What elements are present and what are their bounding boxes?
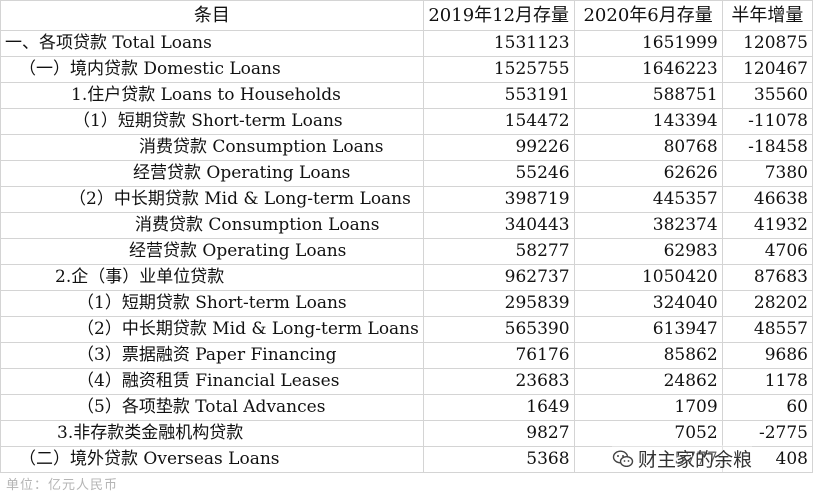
- cell-half-year-increase: 120467: [721, 56, 813, 83]
- row-label: （2）中长期贷款 Mid & Long-term Loans: [0, 316, 424, 343]
- watermark-text: 财主家的余粮: [638, 449, 753, 471]
- cell-stock-2020-06: 1646223: [573, 56, 723, 83]
- cell-stock-2020-06: 85862: [573, 342, 723, 369]
- cell-stock-2019-12: 99226: [422, 134, 575, 161]
- table-row: （4）融资租赁 Financial Leases 23683 24862 1178: [0, 368, 813, 395]
- row-label: （二）境外贷款 Overseas Loans: [0, 446, 424, 473]
- table-row: 经营贷款 Operating Loans 55246 62626 7380: [0, 160, 813, 187]
- table-row: （1）短期贷款 Short-term Loans 295839 324040 2820…: [0, 290, 813, 317]
- table-row: 消费贷款 Consumption Loans 340443 382374 41932: [0, 212, 813, 239]
- table-row: （1）短期贷款 Short-term Loans 154472 143394 -110…: [0, 108, 813, 135]
- table-row: 3.非存款类金融机构贷款 9827 7052 -2775: [0, 420, 813, 447]
- watermark: 财主家的余粮: [612, 445, 753, 472]
- cell-half-year-increase: 87683: [721, 264, 813, 291]
- cell-stock-2020-06: 24862: [573, 368, 723, 395]
- cell-stock-2019-12: 340443: [422, 212, 575, 239]
- table-row: （3）票据融资 Paper Financing 76176 85862 9686: [0, 342, 813, 369]
- table-row: 消费贷款 Consumption Loans 99226 80768 -18458: [0, 134, 813, 161]
- header-half-year-increase: 半年增量: [721, 0, 813, 31]
- cell-stock-2019-12: 23683: [422, 368, 575, 395]
- cell-half-year-increase: 48557: [721, 316, 813, 343]
- table-row: 1.住户贷款 Loans to Households 553191 588751 35…: [0, 82, 813, 109]
- row-label: 1.住户贷款 Loans to Households: [0, 82, 424, 109]
- header-stock-2020-06: 2020年6月存量: [573, 0, 723, 31]
- table-row: （2）中长期贷款 Mid & Long-term Loans 398719 4453…: [0, 186, 813, 213]
- cell-stock-2019-12: 565390: [422, 316, 575, 343]
- row-label: （1）短期贷款 Short-term Loans: [0, 108, 424, 135]
- cell-half-year-increase: 1178: [721, 368, 813, 395]
- cell-half-year-increase: 41932: [721, 212, 813, 239]
- cell-stock-2020-06: 382374: [573, 212, 723, 239]
- cell-half-year-increase: 60: [721, 394, 813, 421]
- row-label: （2）中长期贷款 Mid & Long-term Loans: [0, 186, 424, 213]
- cell-stock-2020-06: 80768: [573, 134, 723, 161]
- cell-half-year-increase: -11078: [721, 108, 813, 135]
- cell-half-year-increase: 9686: [721, 342, 813, 369]
- cell-stock-2020-06: 445357: [573, 186, 723, 213]
- cell-half-year-increase: 46638: [721, 186, 813, 213]
- row-label: （4）融资租赁 Financial Leases: [0, 368, 424, 395]
- cell-stock-2020-06: 1050420: [573, 264, 723, 291]
- cell-stock-2020-06: 62626: [573, 160, 723, 187]
- row-label: （5）各项垫款 Total Advances: [0, 394, 424, 421]
- header-item: 条目: [0, 0, 424, 31]
- cell-half-year-increase: 28202: [721, 290, 813, 317]
- table-row: （5）各项垫款 Total Advances 1649 1709 60: [0, 394, 813, 421]
- cell-stock-2019-12: 295839: [422, 290, 575, 317]
- row-label: 经营贷款 Operating Loans: [0, 160, 424, 187]
- cell-half-year-increase: -2775: [721, 420, 813, 447]
- cell-stock-2020-06: 62983: [573, 238, 723, 265]
- cell-stock-2019-12: 398719: [422, 186, 575, 213]
- row-label: 一、各项贷款 Total Loans: [0, 30, 424, 57]
- table-row: （二）境外贷款 Overseas Loans 5368 5777 408: [0, 446, 813, 473]
- table-row: （2）中长期贷款 Mid & Long-term Loans 565390 6139…: [0, 316, 813, 343]
- header-row: 条目 2019年12月存量 2020年6月存量 半年增量: [0, 0, 813, 31]
- row-label: 2.企（事）业单位贷款: [0, 264, 424, 291]
- row-label: （1）短期贷款 Short-term Loans: [0, 290, 424, 317]
- row-label: （一）境内贷款 Domestic Loans: [0, 56, 424, 83]
- wechat-icon: [612, 449, 634, 467]
- cell-half-year-increase: 120875: [721, 30, 813, 57]
- table-row: 经营贷款 Operating Loans 58277 62983 4706: [0, 238, 813, 265]
- cell-stock-2019-12: 58277: [422, 238, 575, 265]
- cell-stock-2020-06: 588751: [573, 82, 723, 109]
- table-row: 2.企（事）业单位贷款 962737 1050420 87683: [0, 264, 813, 291]
- cell-half-year-increase: 35560: [721, 82, 813, 109]
- cell-stock-2019-12: 5368: [422, 446, 575, 473]
- cell-stock-2020-06: 1651999: [573, 30, 723, 57]
- row-label: 消费贷款 Consumption Loans: [0, 212, 424, 239]
- table-row: 一、各项贷款 Total Loans 1531123 1651999 120875: [0, 30, 813, 57]
- cell-stock-2019-12: 9827: [422, 420, 575, 447]
- cell-stock-2019-12: 962737: [422, 264, 575, 291]
- cell-stock-2019-12: 55246: [422, 160, 575, 187]
- cell-stock-2020-06: 613947: [573, 316, 723, 343]
- cell-stock-2019-12: 553191: [422, 82, 575, 109]
- cell-half-year-increase: -18458: [721, 134, 813, 161]
- cell-stock-2019-12: 76176: [422, 342, 575, 369]
- cell-stock-2020-06: 143394: [573, 108, 723, 135]
- header-stock-2019-12: 2019年12月存量: [422, 0, 575, 31]
- table-row: （一）境内贷款 Domestic Loans 1525755 1646223 1204…: [0, 56, 813, 83]
- cell-half-year-increase: 4706: [721, 238, 813, 265]
- cell-stock-2019-12: 154472: [422, 108, 575, 135]
- loans-table: 条目 2019年12月存量 2020年6月存量 半年增量 一、各项贷款 Tota…: [0, 0, 813, 473]
- row-label: 3.非存款类金融机构贷款: [0, 420, 424, 447]
- cell-stock-2019-12: 1525755: [422, 56, 575, 83]
- cell-stock-2020-06: 324040: [573, 290, 723, 317]
- row-label: 经营贷款 Operating Loans: [0, 238, 424, 265]
- cell-stock-2019-12: 1649: [422, 394, 575, 421]
- cell-half-year-increase: 7380: [721, 160, 813, 187]
- unit-note: 单位：亿元人民币: [6, 478, 119, 493]
- cell-stock-2020-06: 7052: [573, 420, 723, 447]
- row-label: （3）票据融资 Paper Financing: [0, 342, 424, 369]
- cell-stock-2019-12: 1531123: [422, 30, 575, 57]
- cell-stock-2020-06: 1709: [573, 394, 723, 421]
- row-label: 消费贷款 Consumption Loans: [0, 134, 424, 161]
- cell-half-year-increase: 408: [721, 446, 813, 473]
